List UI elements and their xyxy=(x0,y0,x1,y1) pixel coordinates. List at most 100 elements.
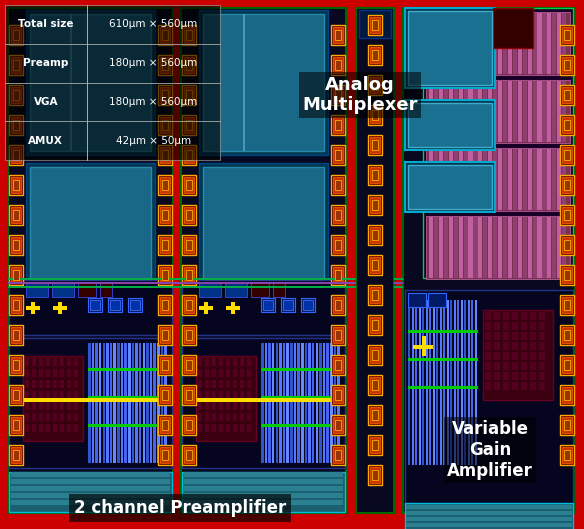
Bar xyxy=(564,390,570,400)
Bar xyxy=(53,369,57,377)
Bar xyxy=(422,336,426,356)
Bar xyxy=(219,424,223,432)
Bar xyxy=(372,260,378,270)
Bar xyxy=(184,297,194,313)
Bar xyxy=(408,358,478,361)
Bar xyxy=(512,332,518,340)
Bar xyxy=(26,10,155,155)
Bar xyxy=(164,343,167,463)
Bar xyxy=(88,424,168,427)
Bar xyxy=(186,150,192,160)
Bar xyxy=(503,149,507,210)
Bar xyxy=(539,322,545,330)
Bar xyxy=(182,265,196,285)
Bar xyxy=(370,287,380,303)
Bar xyxy=(564,450,570,460)
Bar xyxy=(58,302,62,314)
Bar xyxy=(368,255,382,275)
Bar xyxy=(560,55,574,75)
Bar xyxy=(368,375,382,395)
Bar xyxy=(39,424,43,432)
Bar xyxy=(503,362,509,370)
Bar xyxy=(158,325,172,345)
Bar xyxy=(370,17,380,33)
Bar xyxy=(533,13,537,74)
Bar xyxy=(485,342,491,350)
Bar xyxy=(483,149,488,210)
Bar xyxy=(13,300,19,310)
Bar xyxy=(333,327,343,343)
Bar xyxy=(160,327,170,343)
Bar xyxy=(485,372,491,380)
Bar xyxy=(70,14,72,151)
Bar xyxy=(261,424,341,427)
Bar xyxy=(449,217,453,278)
Bar xyxy=(503,372,509,380)
Bar xyxy=(184,267,194,283)
Bar xyxy=(67,424,71,432)
Bar xyxy=(368,345,382,365)
Bar xyxy=(335,210,341,220)
Bar xyxy=(11,479,170,484)
Bar xyxy=(124,343,127,463)
Bar xyxy=(560,115,574,135)
Bar xyxy=(25,424,29,432)
Bar xyxy=(60,402,64,410)
Bar xyxy=(547,13,551,74)
Bar xyxy=(564,270,570,280)
Bar xyxy=(240,380,244,388)
Bar xyxy=(513,217,517,278)
Bar xyxy=(457,300,460,465)
Bar xyxy=(160,447,170,463)
Bar xyxy=(557,217,561,278)
Bar xyxy=(186,420,192,430)
Bar xyxy=(78,283,96,297)
Bar xyxy=(32,413,36,421)
Bar xyxy=(439,149,443,210)
Bar xyxy=(547,149,551,210)
Bar xyxy=(530,352,536,360)
Bar xyxy=(557,81,561,142)
Bar xyxy=(368,15,382,35)
Bar xyxy=(113,343,116,463)
Bar xyxy=(335,90,341,100)
Bar xyxy=(196,398,331,402)
Bar xyxy=(521,372,527,380)
Bar xyxy=(562,357,572,373)
Bar xyxy=(162,180,168,190)
Bar xyxy=(11,486,170,491)
Bar xyxy=(13,390,19,400)
Bar xyxy=(53,306,67,310)
Bar xyxy=(394,278,403,280)
Bar xyxy=(212,391,216,399)
Bar xyxy=(405,290,573,505)
Bar xyxy=(9,472,172,512)
Bar xyxy=(562,13,566,74)
Bar xyxy=(181,8,346,513)
Bar xyxy=(186,240,192,250)
Bar xyxy=(517,149,522,210)
Bar xyxy=(110,343,112,463)
Bar xyxy=(405,8,495,88)
Bar xyxy=(560,205,574,225)
Bar xyxy=(370,407,380,423)
Bar xyxy=(11,493,170,498)
Bar xyxy=(162,390,168,400)
Bar xyxy=(562,447,572,463)
Bar xyxy=(513,13,517,74)
Bar xyxy=(412,300,414,465)
Bar xyxy=(158,415,172,435)
Bar xyxy=(225,283,247,297)
Bar xyxy=(39,369,43,377)
Bar xyxy=(26,163,155,283)
Bar xyxy=(434,13,438,74)
Bar xyxy=(261,368,341,371)
Bar xyxy=(226,424,230,432)
Bar xyxy=(564,360,570,370)
Bar xyxy=(9,280,172,335)
Bar xyxy=(184,357,194,373)
Bar xyxy=(13,450,19,460)
Bar xyxy=(370,377,380,393)
Bar xyxy=(372,470,378,480)
Bar xyxy=(219,413,223,421)
